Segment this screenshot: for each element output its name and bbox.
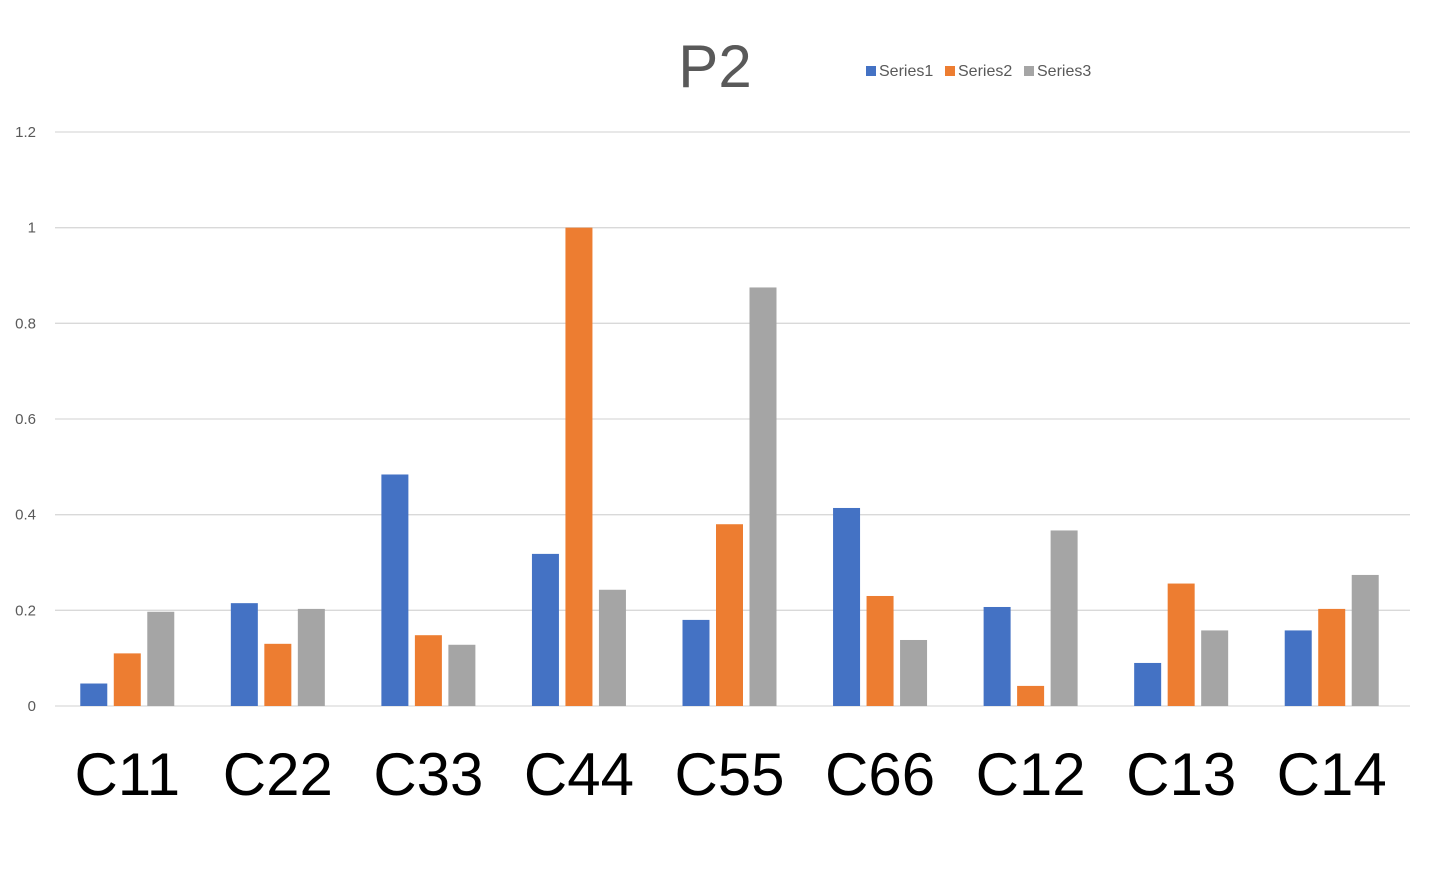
y-axis-tick-labels: 0 0.2 0.4 0.6 0.8 1 1.2 [15,124,36,715]
bar-series3-c11 [147,611,175,706]
bar-series2-c12 [1017,685,1045,706]
bar-series1-c44 [531,553,559,706]
bar-series1-c33 [381,474,409,706]
gridlines [55,131,1410,707]
bar-series3-c13 [1201,630,1229,706]
bar-series3-c14 [1351,574,1379,706]
bar-series1-c12 [983,606,1011,706]
legend-swatch [1024,66,1034,76]
x-tick-label: C44 [524,741,634,808]
bar-series1-c13 [1134,662,1162,706]
x-tick-label: C22 [223,741,333,808]
legend-label: Series2 [958,63,1012,80]
chart-title: P2 [678,33,751,100]
y-tick-label: 0.2 [15,602,36,619]
legend-swatch [945,66,955,76]
x-tick-label: C66 [825,741,935,808]
x-tick-label: C55 [674,741,784,808]
legend-label: Series1 [879,63,933,80]
bar-series1-c14 [1284,630,1312,706]
bar-series2-c55 [716,524,743,706]
x-tick-label: C14 [1277,741,1387,808]
x-tick-label: C33 [373,741,483,808]
bar-series3-c33 [448,644,476,706]
bars [80,227,1379,706]
bar-series2-c13 [1167,583,1195,706]
bar-series1-c66 [833,507,861,706]
y-tick-label: 1 [28,220,36,237]
y-tick-label: 0.6 [15,411,36,428]
bar-series3-c12 [1050,530,1078,706]
x-tick-label: C13 [1126,741,1236,808]
y-tick-label: 0 [28,698,36,715]
x-axis-tick-labels: C11 C22 C33 C44 C55 C66 C12 C13 C14 [74,741,1386,808]
legend: Series1 Series2 Series3 [866,63,1091,80]
bar-series2-c44 [565,227,593,706]
bar-series1-c22 [230,603,258,706]
y-tick-label: 0.4 [15,507,36,524]
x-tick-label: C12 [976,741,1086,808]
bar-series1-c55 [682,619,710,706]
y-tick-label: 1.2 [15,124,36,141]
legend-label: Series3 [1037,63,1091,80]
bar-series2-c66 [866,595,894,706]
bar-series2-c22 [264,643,292,706]
bar-series3-c44 [598,589,626,706]
bar-series2-c33 [414,635,442,706]
x-tick-label: C11 [74,741,180,808]
bar-series3-c66 [900,639,928,706]
legend-swatch [866,66,876,76]
y-tick-label: 0.8 [15,315,36,332]
bar-series1-c11 [80,683,108,706]
bar-series2-c14 [1318,608,1346,706]
bar-series3-c22 [297,608,325,706]
bar-series2-c11 [113,653,141,706]
bar-series3-c55 [749,287,777,706]
